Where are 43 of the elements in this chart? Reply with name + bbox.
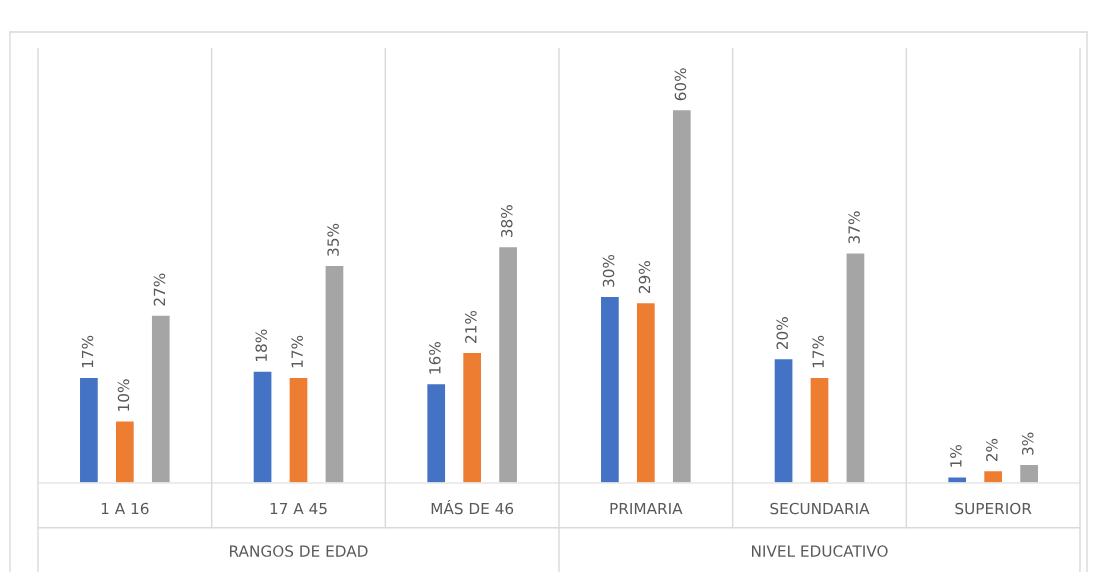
bar [425, 382, 447, 483]
bar [497, 245, 519, 483]
bar [288, 376, 309, 483]
bar [324, 264, 345, 483]
data-label: 18% [255, 329, 267, 361]
bar [114, 420, 136, 483]
bar [845, 252, 866, 483]
data-label: 2% [986, 438, 998, 462]
bar [773, 357, 794, 483]
x-tick-label: SUPERIOR [955, 502, 1032, 515]
x-tick-label: MÁS DE 46 [431, 499, 514, 515]
data-label: 3% [1021, 432, 1034, 455]
x-tick-label: SECUNDARIA [770, 502, 870, 515]
bar [635, 301, 657, 483]
data-label: 1% [950, 445, 962, 467]
data-label: 16% [429, 342, 441, 374]
bar [78, 376, 100, 483]
bar [461, 351, 483, 483]
bar [982, 469, 1004, 483]
bar [1018, 463, 1040, 483]
text: NIVEL EDUCATIVO [752, 545, 888, 557]
data-label: 17% [291, 335, 303, 368]
data-label: 17% [81, 335, 94, 368]
bar [150, 314, 172, 483]
x-tick-label: 17 A 45 [270, 502, 327, 515]
data-label: 17% [812, 335, 824, 368]
bar [252, 370, 273, 483]
data-label: 38% [500, 205, 513, 238]
bar [809, 376, 830, 483]
text: RANGOS DE EDAD [230, 545, 368, 557]
data-label: 27% [153, 273, 166, 306]
data-label: 29% [638, 261, 651, 294]
data-label: 10% [117, 379, 130, 411]
x-tick-label: 1 A 16 [101, 502, 149, 515]
data-label: 21% [465, 310, 477, 343]
bar [671, 108, 693, 483]
data-label: 35% [327, 223, 339, 256]
data-label: 30% [602, 254, 615, 287]
bar [599, 295, 621, 483]
x-tick-label: PRIMARIA [610, 502, 683, 515]
data-label: 60% [674, 68, 687, 101]
data-label: 37% [848, 211, 860, 244]
data-label: 20% [776, 317, 788, 350]
